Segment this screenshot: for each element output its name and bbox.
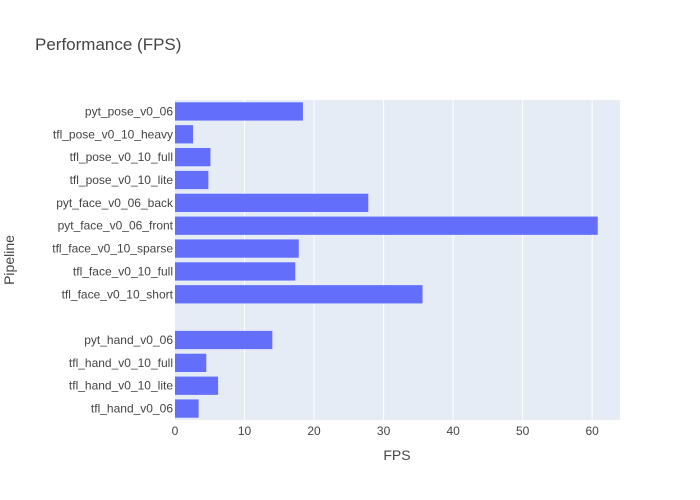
gridlines bbox=[244, 100, 593, 420]
plot-background bbox=[175, 100, 620, 420]
bar bbox=[175, 399, 199, 418]
bar bbox=[175, 170, 209, 190]
chart-title: Performance (FPS) bbox=[35, 35, 181, 54]
x-tick-label: 30 bbox=[377, 424, 391, 438]
x-tick-label: 50 bbox=[516, 424, 530, 438]
bars bbox=[175, 102, 598, 418]
y-tick-label: pyt_pose_v0_06 bbox=[85, 104, 173, 118]
y-axis-title: Pipeline bbox=[1, 235, 17, 285]
y-tick-label: pyt_face_v0_06_front bbox=[58, 219, 174, 233]
bar bbox=[175, 376, 219, 395]
bar bbox=[175, 239, 299, 258]
plot-area bbox=[175, 100, 620, 420]
x-tick-label: 0 bbox=[172, 424, 179, 438]
bar bbox=[175, 216, 598, 235]
y-tick-label: tfl_hand_v0_06 bbox=[91, 402, 173, 416]
y-tick-label: tfl_pose_v0_10_heavy bbox=[53, 127, 173, 141]
bar bbox=[175, 330, 273, 350]
y-tick-label: pyt_hand_v0_06 bbox=[84, 333, 173, 347]
y-axis-ticks: pyt_pose_v0_06 tfl_pose_v0_10_heavy tfl_po… bbox=[52, 104, 174, 415]
y-tick-label: tfl_face_v0_10_full bbox=[73, 264, 173, 278]
bar bbox=[175, 125, 194, 144]
x-axis-ticks: 0 10 20 30 40 50 60 bbox=[172, 424, 600, 438]
y-tick-label: pyt_face_v0_06_back bbox=[56, 196, 174, 210]
x-tick-label: 40 bbox=[446, 424, 460, 438]
y-tick-label: tfl_face_v0_10_short bbox=[62, 287, 174, 301]
x-tick-label: 60 bbox=[586, 424, 600, 438]
y-tick-label: tfl_pose_v0_10_full bbox=[70, 150, 173, 164]
x-axis-title: FPS bbox=[383, 447, 410, 463]
y-tick-label: tfl_hand_v0_10_full bbox=[69, 356, 173, 370]
bar bbox=[175, 353, 207, 372]
y-tick-label: tfl_hand_v0_10_lite bbox=[69, 379, 173, 393]
bar bbox=[175, 193, 369, 212]
bar bbox=[175, 262, 296, 281]
bar bbox=[175, 148, 211, 167]
x-tick-label: 10 bbox=[238, 424, 252, 438]
y-tick-label: tfl_face_v0_10_sparse bbox=[52, 242, 173, 256]
y-tick-label: tfl_pose_v0_10_lite bbox=[70, 173, 174, 187]
bar bbox=[175, 285, 423, 304]
bar bbox=[175, 102, 303, 121]
x-tick-label: 20 bbox=[307, 424, 321, 438]
